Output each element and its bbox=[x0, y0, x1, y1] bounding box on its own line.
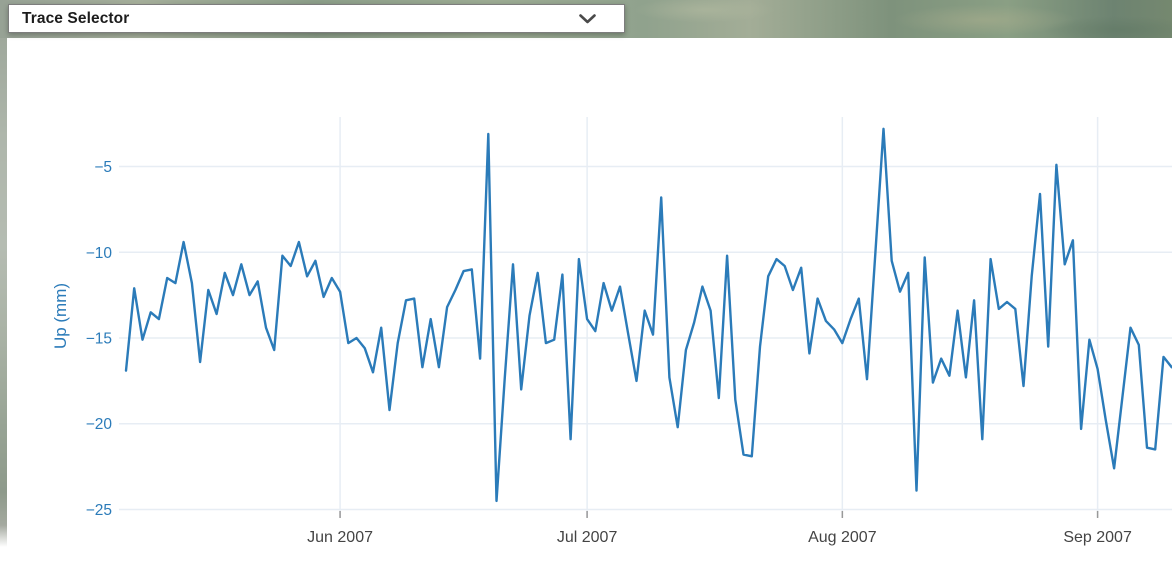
x-tick-label: Aug 2007 bbox=[808, 529, 877, 546]
y-tick-label: −5 bbox=[94, 159, 112, 176]
y-axis-title: Up (mm) bbox=[51, 282, 70, 350]
x-tick-label: Sep 2007 bbox=[1063, 529, 1132, 546]
x-tick-label: Jul 2007 bbox=[557, 529, 618, 546]
trace-selector-dropdown[interactable]: Trace Selector bbox=[8, 4, 625, 33]
y-tick-label: −20 bbox=[86, 416, 113, 433]
chart-panel bbox=[7, 38, 1172, 564]
x-tick-label: Jun 2007 bbox=[307, 529, 373, 546]
trace-selector-label: Trace Selector bbox=[22, 9, 130, 27]
y-tick-label: −10 bbox=[86, 245, 113, 262]
up-trace-line[interactable] bbox=[124, 127, 1172, 503]
y-tick-label: −25 bbox=[86, 502, 112, 519]
chevron-down-icon bbox=[579, 13, 596, 24]
map-background-left bbox=[0, 0, 7, 547]
y-tick-label: −15 bbox=[86, 331, 112, 348]
